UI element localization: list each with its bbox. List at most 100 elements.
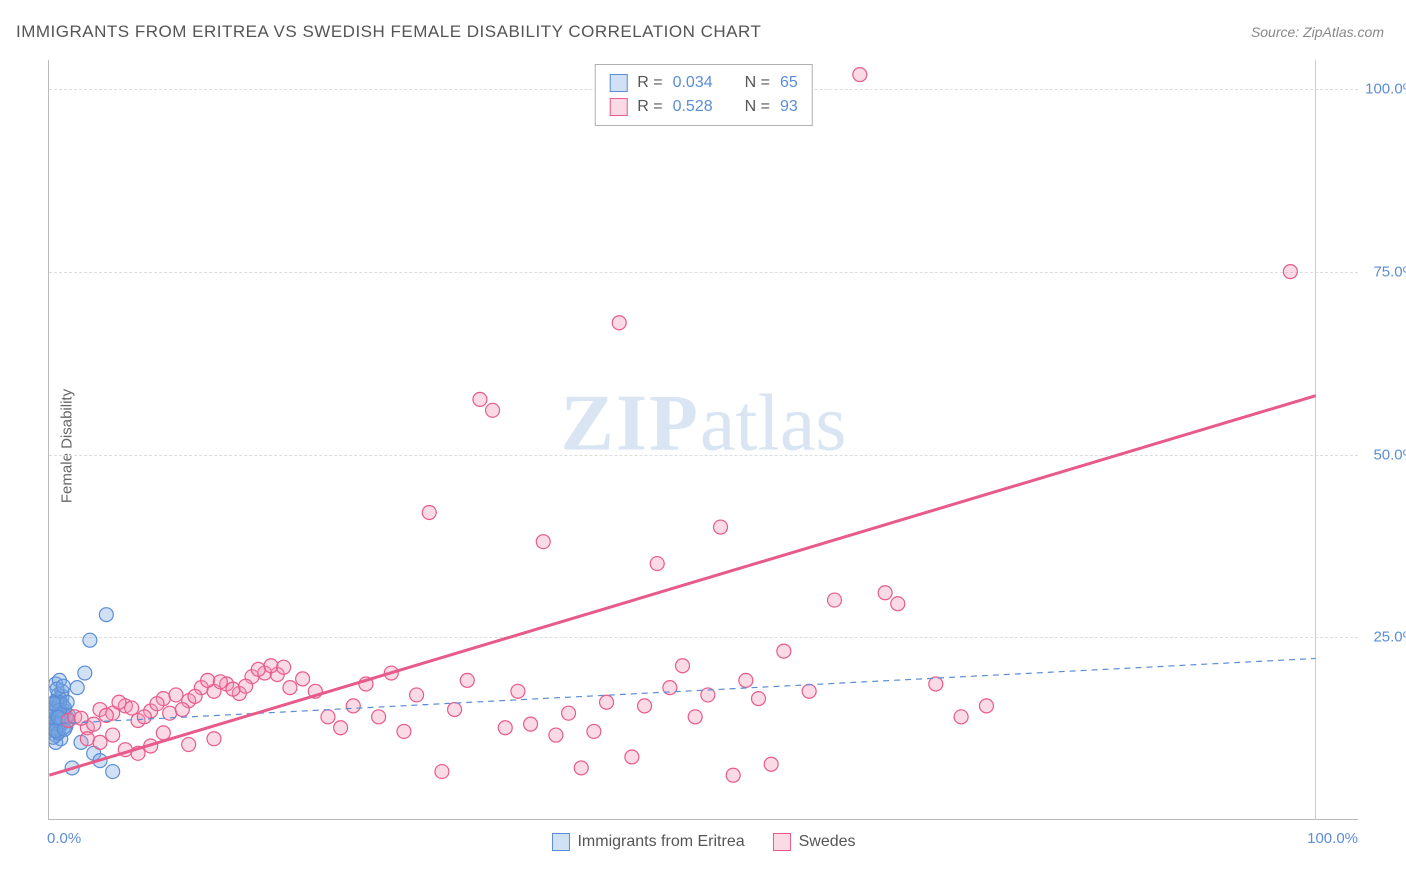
data-point-swedes: [239, 679, 253, 693]
data-point-swedes: [498, 721, 512, 735]
scatter-plot-svg: [49, 60, 1358, 819]
data-point-swedes: [739, 673, 753, 687]
data-point-swedes: [954, 710, 968, 724]
data-point-swedes: [201, 673, 215, 687]
data-point-swedes: [511, 684, 525, 698]
data-point-swedes: [226, 682, 240, 696]
data-point-swedes: [125, 701, 139, 715]
data-point-swedes: [600, 695, 614, 709]
data-point-eritrea: [70, 681, 84, 695]
data-point-swedes: [929, 677, 943, 691]
data-point-swedes: [777, 644, 791, 658]
series-legend: Immigrants from Eritrea Swedes: [551, 833, 855, 851]
data-point-swedes: [650, 557, 664, 571]
legend-label: Swedes: [799, 833, 856, 851]
data-point-swedes: [93, 735, 107, 749]
data-point-eritrea: [60, 695, 74, 709]
data-point-swedes: [752, 692, 766, 706]
legend-swatch-icon: [609, 74, 627, 92]
data-point-swedes: [726, 768, 740, 782]
data-point-swedes: [112, 695, 126, 709]
data-point-swedes: [688, 710, 702, 724]
chart-title: IMMIGRANTS FROM ERITREA VS SWEDISH FEMAL…: [16, 22, 761, 42]
data-point-eritrea: [49, 697, 60, 711]
y-tick-label: 100.0%: [1365, 81, 1406, 98]
data-point-swedes: [169, 688, 183, 702]
plot-area: ZIPatlas 25.0%50.0%75.0%100.0% 0.0%100.0…: [48, 60, 1358, 820]
data-point-swedes: [334, 721, 348, 735]
data-point-swedes: [277, 660, 291, 674]
data-point-eritrea: [56, 679, 70, 693]
legend-item-eritrea: Immigrants from Eritrea: [551, 833, 744, 851]
r-value: 0.528: [673, 95, 713, 119]
trendline-swedes: [49, 396, 1315, 776]
data-point-swedes: [296, 672, 310, 686]
legend-label: Immigrants from Eritrea: [577, 833, 744, 851]
data-point-swedes: [251, 662, 265, 676]
data-point-swedes: [182, 738, 196, 752]
chart-container: IMMIGRANTS FROM ERITREA VS SWEDISH FEMAL…: [0, 0, 1406, 892]
data-point-swedes: [448, 703, 462, 717]
data-point-swedes: [979, 699, 993, 713]
legend-swatch-icon: [551, 833, 569, 851]
y-tick-label: 25.0%: [1373, 629, 1406, 646]
data-point-swedes: [574, 761, 588, 775]
data-point-swedes: [536, 535, 550, 549]
data-point-swedes: [638, 699, 652, 713]
x-tick-label: 100.0%: [1307, 830, 1358, 847]
data-point-swedes: [802, 684, 816, 698]
data-point-swedes: [460, 673, 474, 687]
data-point-swedes: [264, 659, 278, 673]
data-point-swedes: [137, 710, 151, 724]
legend-item-swedes: Swedes: [773, 833, 856, 851]
data-point-swedes: [524, 717, 538, 731]
data-point-swedes: [891, 597, 905, 611]
n-value: 65: [780, 71, 798, 95]
n-value: 93: [780, 95, 798, 119]
data-point-swedes: [346, 699, 360, 713]
data-point-swedes: [188, 689, 202, 703]
r-label: R =: [637, 95, 662, 119]
n-label: N =: [745, 71, 770, 95]
data-point-swedes: [99, 708, 113, 722]
data-point-swedes: [87, 717, 101, 731]
data-point-swedes: [372, 710, 386, 724]
data-point-eritrea: [83, 633, 97, 647]
data-point-swedes: [549, 728, 563, 742]
data-point-swedes: [80, 732, 94, 746]
data-point-swedes: [473, 392, 487, 406]
data-point-swedes: [435, 765, 449, 779]
n-label: N =: [745, 95, 770, 119]
data-point-eritrea: [78, 666, 92, 680]
data-point-swedes: [207, 732, 221, 746]
data-point-swedes: [410, 688, 424, 702]
data-point-swedes: [764, 757, 778, 771]
data-point-swedes: [397, 724, 411, 738]
data-point-swedes: [587, 724, 601, 738]
correlation-legend: R = 0.034 N = 65 R = 0.528 N = 93: [594, 64, 813, 126]
legend-swatch-icon: [773, 833, 791, 851]
data-point-swedes: [827, 593, 841, 607]
r-label: R =: [637, 71, 662, 95]
data-point-eritrea: [106, 765, 120, 779]
data-point-swedes: [612, 316, 626, 330]
r-value: 0.034: [673, 71, 713, 95]
data-point-swedes: [213, 675, 227, 689]
data-point-swedes: [878, 586, 892, 600]
y-tick-label: 50.0%: [1373, 446, 1406, 463]
data-point-swedes: [150, 697, 164, 711]
data-point-swedes: [175, 703, 189, 717]
legend-row-swedes: R = 0.528 N = 93: [609, 95, 798, 119]
data-point-swedes: [1283, 265, 1297, 279]
data-point-swedes: [486, 403, 500, 417]
data-point-swedes: [321, 710, 335, 724]
x-tick-label: 0.0%: [47, 830, 81, 847]
data-point-swedes: [676, 659, 690, 673]
data-point-swedes: [422, 505, 436, 519]
data-point-swedes: [106, 728, 120, 742]
y-tick-label: 75.0%: [1373, 263, 1406, 280]
data-point-swedes: [562, 706, 576, 720]
data-point-swedes: [283, 681, 297, 695]
source-attribution: Source: ZipAtlas.com: [1251, 24, 1384, 40]
data-point-swedes: [714, 520, 728, 534]
